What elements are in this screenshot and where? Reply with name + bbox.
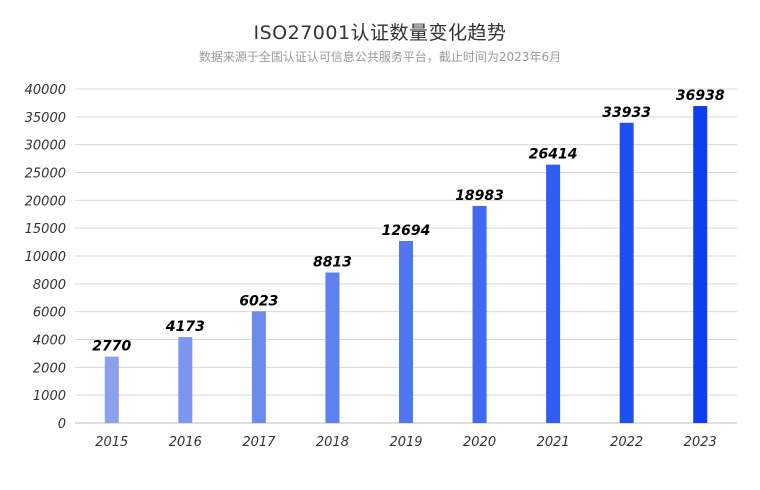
x-tick-label: 2022 (610, 435, 643, 450)
bar (399, 241, 413, 423)
y-tick-label: 25000 (25, 167, 66, 182)
chart-title: ISO27001认证数量变化趋势 (253, 22, 507, 44)
x-tick-label: 2017 (242, 435, 276, 450)
data-label: 8813 (313, 255, 352, 271)
x-tick-label: 2015 (95, 435, 128, 450)
x-tick-label: 2023 (684, 435, 717, 450)
bar (325, 272, 340, 423)
y-tick-label: 10000 (25, 250, 66, 265)
y-tick-label: 4000 (33, 334, 66, 349)
y-tick-label: 30000 (25, 139, 66, 154)
y-tick-label: 1000 (33, 389, 66, 404)
bar (178, 337, 193, 423)
x-tick-label: 2020 (463, 435, 496, 450)
x-tick-label: 2018 (316, 435, 349, 450)
y-tick-label: 8000 (33, 278, 66, 293)
data-label: 2770 (92, 339, 131, 355)
data-label: 12694 (382, 223, 431, 239)
x-tick-label: 2016 (169, 435, 202, 450)
data-label: 4173 (165, 319, 205, 335)
y-tick-label: 0 (58, 417, 66, 432)
x-tick-label: 2021 (537, 435, 570, 450)
bar (472, 205, 487, 423)
data-label: 18983 (455, 188, 504, 204)
data-label: 33933 (602, 105, 651, 121)
x-tick-label: 2019 (389, 435, 422, 450)
y-tick-label: 40000 (25, 83, 66, 98)
data-label: 26414 (529, 147, 578, 163)
y-tick-label: 2000 (33, 361, 66, 376)
y-tick-label: 6000 (33, 306, 66, 321)
bar (693, 106, 708, 423)
bar (546, 164, 561, 424)
y-tick-label: 15000 (25, 222, 66, 237)
bar (251, 311, 266, 423)
bar (619, 122, 634, 424)
data-label: 36938 (676, 88, 725, 104)
bar (104, 356, 119, 423)
y-tick-label: 35000 (25, 111, 66, 126)
y-tick-label: 20000 (25, 194, 66, 209)
chart-subtitle: 数据来源于全国认证认可信息公共服务平台，截止时间为2023年6月 (198, 50, 562, 64)
data-label: 6023 (239, 293, 278, 309)
